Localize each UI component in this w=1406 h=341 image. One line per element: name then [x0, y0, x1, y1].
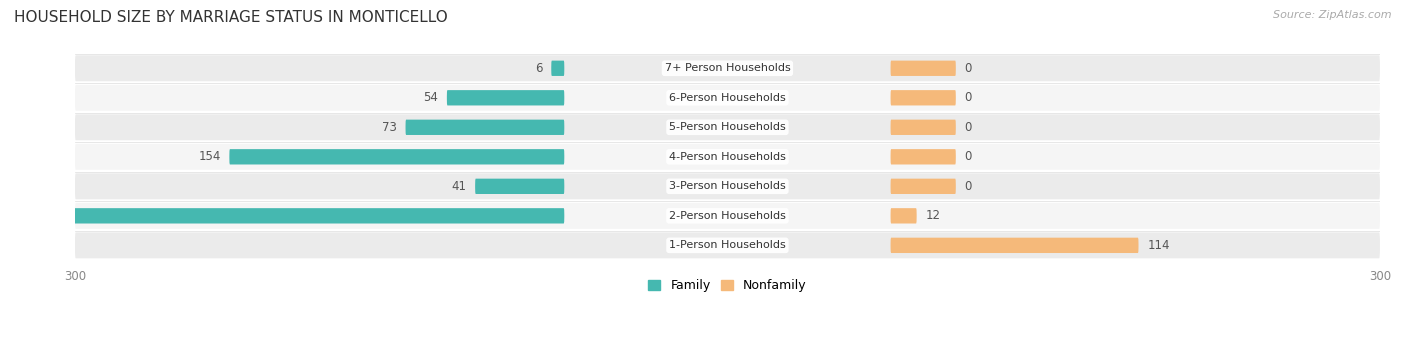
- FancyBboxPatch shape: [475, 179, 564, 194]
- Text: 3-Person Households: 3-Person Households: [669, 181, 786, 191]
- FancyBboxPatch shape: [890, 90, 956, 105]
- Text: 264: 264: [3, 209, 28, 222]
- Text: HOUSEHOLD SIZE BY MARRIAGE STATUS IN MONTICELLO: HOUSEHOLD SIZE BY MARRIAGE STATUS IN MON…: [14, 10, 447, 25]
- Legend: Family, Nonfamily: Family, Nonfamily: [643, 274, 811, 297]
- FancyBboxPatch shape: [890, 238, 1139, 253]
- FancyBboxPatch shape: [890, 208, 917, 223]
- FancyBboxPatch shape: [890, 120, 956, 135]
- FancyBboxPatch shape: [75, 114, 1379, 140]
- Text: Source: ZipAtlas.com: Source: ZipAtlas.com: [1274, 10, 1392, 20]
- FancyBboxPatch shape: [75, 55, 1379, 81]
- Text: 7+ Person Households: 7+ Person Households: [665, 63, 790, 73]
- Text: 54: 54: [423, 91, 439, 104]
- Text: 0: 0: [965, 150, 972, 163]
- Text: 41: 41: [451, 180, 467, 193]
- FancyBboxPatch shape: [75, 203, 1379, 229]
- Text: 12: 12: [925, 209, 941, 222]
- FancyBboxPatch shape: [551, 61, 564, 76]
- Text: 6: 6: [536, 62, 543, 75]
- FancyBboxPatch shape: [75, 173, 1379, 199]
- FancyBboxPatch shape: [75, 85, 1379, 111]
- Text: 0: 0: [965, 180, 972, 193]
- Text: 73: 73: [382, 121, 396, 134]
- Text: 6-Person Households: 6-Person Households: [669, 93, 786, 103]
- Text: 2-Person Households: 2-Person Households: [669, 211, 786, 221]
- FancyBboxPatch shape: [890, 61, 956, 76]
- Text: 0: 0: [965, 62, 972, 75]
- Text: 114: 114: [1147, 239, 1170, 252]
- Text: 1-Person Households: 1-Person Households: [669, 240, 786, 250]
- FancyBboxPatch shape: [890, 149, 956, 164]
- FancyBboxPatch shape: [405, 120, 564, 135]
- Text: 0: 0: [965, 121, 972, 134]
- FancyBboxPatch shape: [75, 232, 1379, 258]
- FancyBboxPatch shape: [890, 179, 956, 194]
- Text: 5-Person Households: 5-Person Households: [669, 122, 786, 132]
- Text: 4-Person Households: 4-Person Households: [669, 152, 786, 162]
- Text: 0: 0: [965, 91, 972, 104]
- Text: 154: 154: [198, 150, 221, 163]
- FancyBboxPatch shape: [447, 90, 564, 105]
- FancyBboxPatch shape: [0, 208, 564, 223]
- FancyBboxPatch shape: [229, 149, 564, 164]
- FancyBboxPatch shape: [75, 144, 1379, 170]
